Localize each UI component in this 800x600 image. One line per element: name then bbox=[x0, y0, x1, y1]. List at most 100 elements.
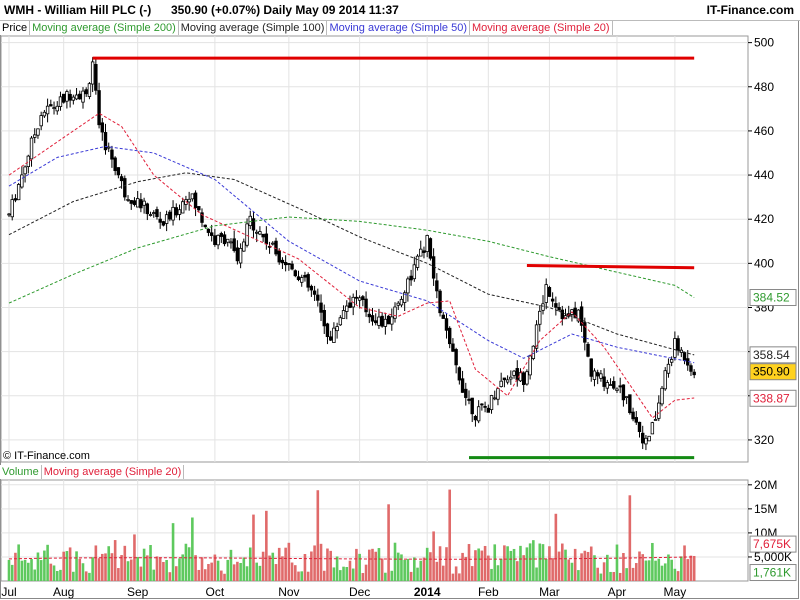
candle-body bbox=[386, 315, 391, 325]
candle-body bbox=[515, 368, 519, 381]
volume-bar bbox=[200, 557, 204, 581]
volume-bar bbox=[602, 562, 606, 581]
volume-bar bbox=[33, 569, 37, 581]
candle-body bbox=[49, 104, 53, 107]
volume-bar bbox=[557, 551, 561, 581]
candle-body bbox=[576, 309, 581, 322]
volume-bar bbox=[210, 562, 213, 581]
volume-bar bbox=[287, 542, 291, 581]
volume-bar bbox=[409, 571, 413, 581]
volume-bar bbox=[663, 563, 667, 581]
candle-body bbox=[592, 370, 597, 380]
volume-bar bbox=[342, 566, 345, 581]
legend-ma100[interactable]: Moving average (Simple 100) bbox=[178, 21, 328, 35]
volume-bar bbox=[129, 559, 133, 581]
candle-body bbox=[653, 418, 658, 421]
candle-body bbox=[158, 218, 162, 223]
candle-body bbox=[628, 394, 632, 414]
volume-bar bbox=[226, 559, 230, 581]
legend-volume[interactable]: Volume bbox=[0, 465, 42, 479]
candle-body bbox=[531, 345, 536, 359]
candle-body bbox=[541, 303, 545, 311]
x-tick-label: 2014 bbox=[414, 585, 441, 599]
candle-body bbox=[164, 214, 169, 224]
legend-ma50[interactable]: Moving average (Simple 50) bbox=[327, 21, 471, 35]
price-legend: Price Moving average (Simple 200) Moving… bbox=[0, 21, 613, 35]
price-value-label: 338.87 bbox=[753, 391, 790, 405]
candle-body bbox=[277, 250, 281, 263]
candle-body bbox=[348, 302, 352, 308]
volume-bar bbox=[400, 554, 403, 581]
volume-bar bbox=[528, 543, 532, 581]
candle-body bbox=[84, 89, 88, 95]
candle-body bbox=[605, 382, 610, 389]
candle-body bbox=[23, 166, 27, 175]
volume-bar bbox=[567, 559, 571, 581]
candle-body bbox=[476, 406, 481, 422]
volume-bar bbox=[84, 571, 88, 581]
volume-bar bbox=[52, 565, 56, 581]
candle-body bbox=[509, 376, 513, 380]
copyright-label: © IT-Finance.com bbox=[3, 450, 90, 462]
volume-bar bbox=[506, 546, 509, 581]
candle-body bbox=[110, 149, 114, 160]
candle-body bbox=[123, 178, 127, 198]
legend-price[interactable]: Price bbox=[0, 21, 31, 35]
candle-body bbox=[361, 296, 365, 300]
volume-bar bbox=[43, 550, 46, 581]
legend-ma20[interactable]: Moving average (Simple 20) bbox=[470, 21, 613, 35]
legend-volume-ma20[interactable]: Moving average (Simple 20) bbox=[41, 465, 185, 479]
candle-body bbox=[602, 376, 606, 387]
volume-bar bbox=[470, 566, 474, 581]
candle-body bbox=[103, 132, 108, 151]
x-tick-label: Aug bbox=[53, 585, 74, 599]
volume-bar bbox=[184, 543, 188, 581]
volume-bar bbox=[483, 545, 487, 581]
quote-info: 350.90 (+0.07%) Daily May 09 2014 11:37 bbox=[171, 3, 399, 17]
candle-body bbox=[341, 310, 346, 319]
volume-bar bbox=[62, 551, 65, 581]
volume-bar bbox=[313, 545, 316, 581]
price-tick-label: 500 bbox=[754, 36, 774, 50]
candle-body bbox=[119, 176, 124, 182]
volume-bar bbox=[30, 559, 33, 581]
candle-body bbox=[135, 198, 140, 208]
candle-body bbox=[152, 212, 156, 214]
candle-body bbox=[39, 115, 43, 127]
volume-bar bbox=[332, 567, 336, 581]
candle-body bbox=[10, 199, 14, 218]
candle-body bbox=[94, 64, 98, 91]
volume-bar bbox=[667, 554, 670, 581]
volume-bar bbox=[686, 559, 690, 581]
volume-bar bbox=[297, 571, 300, 581]
candle-body bbox=[107, 146, 111, 149]
volume-bar bbox=[474, 550, 477, 581]
volume-bar bbox=[220, 570, 223, 581]
volume-bar bbox=[174, 566, 178, 581]
candle-body bbox=[58, 96, 63, 107]
volume-bar bbox=[606, 554, 609, 581]
volume-bar bbox=[609, 571, 612, 581]
volume-bar bbox=[319, 543, 323, 581]
candle-body bbox=[547, 287, 552, 297]
candle-body bbox=[554, 303, 558, 308]
volume-bar bbox=[535, 567, 538, 581]
volume-bar bbox=[113, 540, 117, 581]
candle-body bbox=[145, 203, 150, 215]
volume-bar bbox=[110, 553, 114, 581]
volume-bar bbox=[573, 548, 577, 581]
volume-bar bbox=[284, 547, 287, 581]
candle-body bbox=[338, 317, 343, 326]
candle-body bbox=[480, 403, 484, 406]
volume-bar bbox=[618, 572, 622, 581]
legend-ma200[interactable]: Moving average (Simple 200) bbox=[30, 21, 179, 35]
candle-body bbox=[518, 372, 523, 382]
volume-bar bbox=[265, 510, 268, 581]
candle-body bbox=[409, 275, 413, 281]
candle-body bbox=[589, 358, 593, 377]
candle-body bbox=[193, 192, 198, 209]
volume-bar bbox=[641, 554, 645, 581]
volume-bar bbox=[23, 559, 27, 581]
candle-body bbox=[300, 277, 304, 283]
candle-body bbox=[454, 349, 458, 366]
